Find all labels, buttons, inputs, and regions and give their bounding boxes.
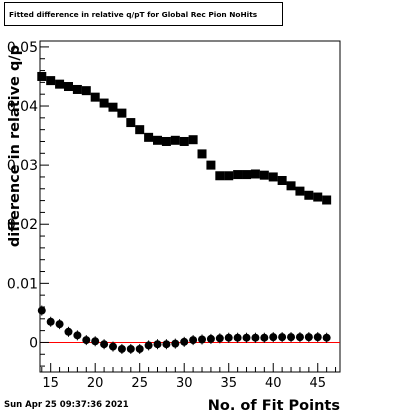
data-point-circle xyxy=(198,335,207,344)
y-tick-label: 0.03 xyxy=(7,158,38,174)
x-tick-label: 45 xyxy=(309,376,326,391)
data-point-square xyxy=(322,195,332,205)
data-point-circle xyxy=(171,339,180,348)
data-point-square xyxy=(117,108,127,118)
data-point-square xyxy=(90,92,100,102)
data-point-circle xyxy=(322,333,331,342)
data-point-circle xyxy=(46,317,55,326)
x-tick-label: 20 xyxy=(87,376,104,391)
data-point-circle xyxy=(287,333,296,342)
x-tick-label: 15 xyxy=(42,376,59,391)
data-point-circle xyxy=(126,344,135,353)
x-tick-label: 30 xyxy=(176,376,193,391)
x-tick-label: 25 xyxy=(131,376,148,391)
y-tick-label: 0 xyxy=(29,335,38,351)
data-point-square xyxy=(188,135,198,145)
data-point-circle xyxy=(242,333,251,342)
data-point-circle xyxy=(295,333,304,342)
y-tick-label: 0.05 xyxy=(7,40,38,56)
data-point-circle xyxy=(233,333,242,342)
y-axis-label: difference in relative q/p xyxy=(7,45,23,247)
data-point-square xyxy=(206,160,216,170)
data-point-square xyxy=(161,136,171,146)
y-tick-label: 0.04 xyxy=(7,99,38,115)
data-point-circle xyxy=(189,336,198,345)
data-point-circle xyxy=(260,333,269,342)
data-point-circle xyxy=(135,344,144,353)
data-point-circle xyxy=(251,333,260,342)
data-point-square xyxy=(144,132,154,142)
data-point-square xyxy=(304,190,314,200)
data-point-square xyxy=(215,171,225,181)
data-point-square xyxy=(72,84,82,94)
timestamp: Sun Apr 25 09:37:36 2021 xyxy=(4,400,129,410)
data-point-circle xyxy=(304,333,313,342)
data-point-square xyxy=(295,186,305,196)
data-point-square xyxy=(250,169,260,179)
data-point-square xyxy=(233,170,243,180)
data-point-circle xyxy=(117,344,126,353)
data-point-square xyxy=(81,86,91,96)
data-point-square xyxy=(259,170,269,180)
data-point-square xyxy=(46,76,56,86)
data-point-circle xyxy=(180,337,189,346)
data-point-circle xyxy=(215,334,224,343)
plot-frame xyxy=(39,40,341,373)
x-axis-label: No. of Fit Points xyxy=(208,398,340,414)
data-point-circle xyxy=(224,333,233,342)
data-point-circle xyxy=(91,337,100,346)
data-point-square xyxy=(242,170,252,180)
data-point-circle xyxy=(269,333,278,342)
data-point-square xyxy=(179,136,189,146)
data-point-square xyxy=(135,125,145,135)
data-point-circle xyxy=(144,341,153,350)
data-point-square xyxy=(126,118,136,128)
y-tick-label: 0.01 xyxy=(7,276,38,292)
data-point-square xyxy=(55,79,65,89)
data-point-square xyxy=(63,82,73,92)
data-point-circle xyxy=(206,334,215,343)
data-point-square xyxy=(153,135,163,145)
data-point-square xyxy=(170,135,180,145)
data-point-circle xyxy=(82,336,91,345)
data-point-square xyxy=(224,171,234,181)
data-point-square xyxy=(99,98,109,108)
data-point-circle xyxy=(313,333,322,342)
data-point-circle xyxy=(153,340,162,349)
data-point-square xyxy=(286,181,296,191)
data-point-circle xyxy=(278,333,287,342)
data-point-square xyxy=(197,149,207,159)
data-point-square xyxy=(277,175,287,185)
y-tick-label: 0.02 xyxy=(7,217,38,233)
data-point-square xyxy=(313,192,323,202)
data-point-circle xyxy=(73,331,82,340)
data-point-circle xyxy=(162,340,171,349)
data-point-circle xyxy=(64,327,73,336)
data-point-square xyxy=(37,71,47,81)
chart-title: Fitted difference in relative q/pT for G… xyxy=(4,2,283,26)
data-point-square xyxy=(268,172,278,182)
data-point-circle xyxy=(108,342,117,351)
x-tick-label: 35 xyxy=(220,376,237,391)
data-point-circle xyxy=(100,340,109,349)
data-point-circle xyxy=(37,306,46,315)
data-point-square xyxy=(108,102,118,112)
x-tick-label: 40 xyxy=(265,376,282,391)
data-point-circle xyxy=(55,320,64,329)
